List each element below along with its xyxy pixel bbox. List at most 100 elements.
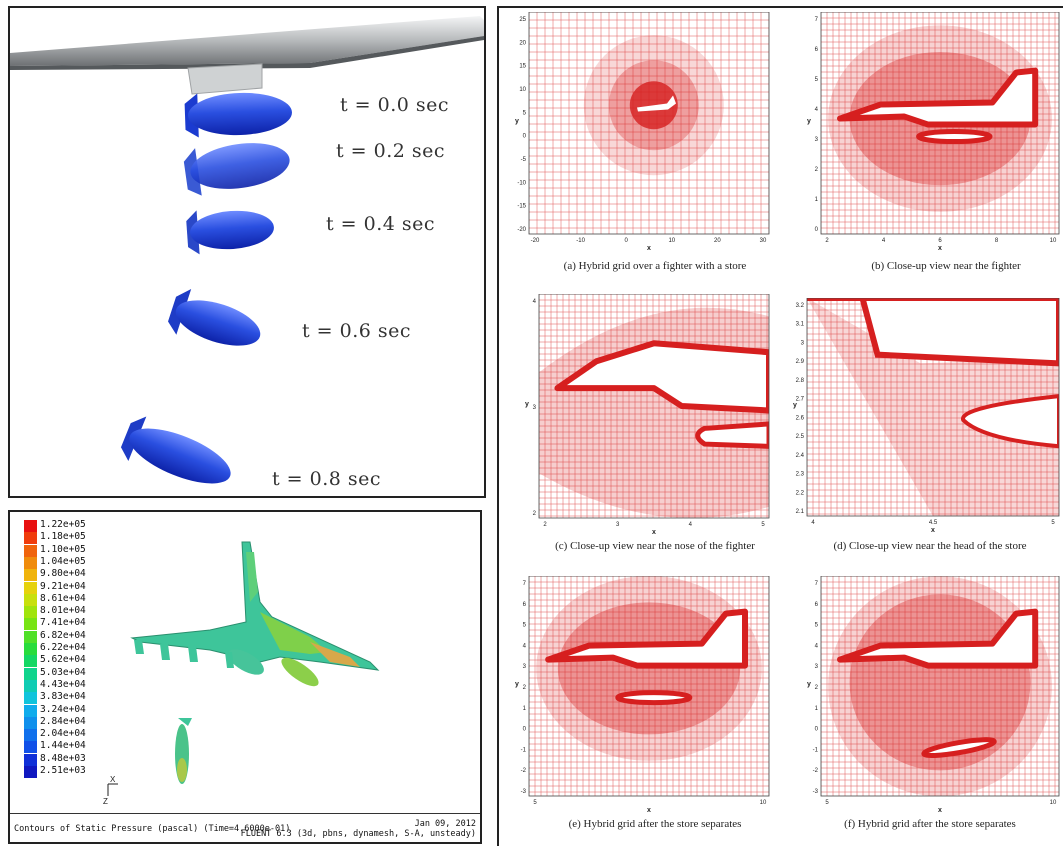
y-tick-label: -20 <box>517 227 526 233</box>
legend-swatch <box>24 532 37 545</box>
legend-value: 9.21e+04 <box>40 580 86 592</box>
legend-swatch <box>24 679 37 692</box>
y-tick-label: 2.1 <box>796 509 805 515</box>
y-tick-label: 3 <box>523 664 527 670</box>
x-tick-label: 4 <box>811 520 815 526</box>
y-tick-label: 4 <box>815 643 819 649</box>
legend-swatch <box>24 667 37 680</box>
y-tick-label: 2.2 <box>796 490 805 496</box>
y-tick-label: 3 <box>815 664 819 670</box>
x-tick-label: 5 <box>1051 520 1055 526</box>
grid-plot-a: 25 20 15 10 5 0 -5 -10 -15 -20 -20 -10 0 10 20 30 x y <box>515 12 770 252</box>
y-tick-label: 3 <box>533 405 537 411</box>
legend-swatch <box>24 643 37 655</box>
caption-d: (d) Close-up view near the head of the s… <box>833 540 1027 552</box>
legend-value: 4.43e+04 <box>40 678 86 690</box>
y-tick-label: -1 <box>813 747 819 753</box>
time-label-2: t = 0.4 sec <box>326 213 436 235</box>
legend-value: 8.61e+04 <box>40 592 86 604</box>
store-t02 <box>183 143 290 196</box>
legend-swatch <box>24 630 37 643</box>
y-tick-label: 7 <box>815 17 819 23</box>
legend-swatch <box>24 569 37 582</box>
y-tick-label: 2.3 <box>796 472 805 478</box>
y-tick-label: 4 <box>533 299 537 305</box>
axis-triad: X Z <box>103 775 118 806</box>
x-tick-label: 10 <box>668 238 675 244</box>
legend-value: 1.18e+05 <box>40 531 86 543</box>
y-tick-label: -2 <box>813 768 819 774</box>
contour-footer-solver: FLUENT 6.3 (3d, pbns, dynamesh, S-A, uns… <box>240 829 476 839</box>
y-tick-label: 2 <box>815 685 819 691</box>
caption-e: (e) Hybrid grid after the store separate… <box>568 818 742 830</box>
fighter-contour-illustration: X Z <box>103 541 380 806</box>
axis-z-label: Z <box>103 797 108 806</box>
y-tick-label: 7 <box>815 581 819 587</box>
y-tick-label: 6 <box>815 602 819 608</box>
x-tick-label: 10 <box>1050 800 1057 806</box>
store-separation-illustration <box>10 16 484 484</box>
y-tick-label: 5 <box>523 110 527 116</box>
x-tick-label: 2 <box>543 522 547 528</box>
legend-swatch <box>24 520 37 532</box>
time-label-0: t = 0.0 sec <box>340 94 450 116</box>
y-tick-label: 2.6 <box>796 415 805 421</box>
legend-swatch <box>24 704 37 717</box>
pressure-contour-panel: 1.22e+05 1.18e+05 1.10e+05 1.04e+05 9.80e+04… <box>8 510 482 844</box>
legend-value: 6.22e+04 <box>40 642 86 653</box>
y-tick-label: -3 <box>521 789 527 795</box>
legend-swatch <box>24 618 37 631</box>
y-tick-label: -1 <box>521 747 527 753</box>
y-tick-label: 10 <box>519 87 526 93</box>
grid-plot-c: 4 3 22 3 4 5 x y <box>525 294 770 536</box>
legend-value: 9.80e+04 <box>40 568 86 580</box>
y-tick-label: 1 <box>523 706 527 712</box>
x-tick-label: -10 <box>576 238 585 244</box>
y-tick-label: 6 <box>523 602 527 608</box>
legend-value: 5.03e+04 <box>40 666 86 678</box>
y-tick-label: 7 <box>523 581 527 587</box>
grid-plot-d: 3.2 3.1 3 2.9 2.8 2.7 2.6 2.5 2.4 2.3 2.2 2.1 4 4.5 5 x… <box>793 298 1060 534</box>
x-tick-label: -20 <box>531 238 540 244</box>
store-t0 <box>184 92 292 138</box>
x-axis-label: x <box>938 807 942 814</box>
legend-swatch <box>24 544 37 557</box>
legend-swatch <box>24 741 37 754</box>
y-tick-label: 2.9 <box>796 359 805 365</box>
x-axis-label: x <box>652 529 656 536</box>
x-axis-label: x <box>647 807 651 814</box>
fighter-aircraft <box>130 541 380 687</box>
y-tick-label: 0 <box>523 134 527 140</box>
y-tick-label: 0 <box>815 227 819 233</box>
contour-footer-date: Jan 09, 2012 <box>414 819 476 829</box>
time-label-3: t = 0.6 sec <box>302 320 412 342</box>
y-tick-label: 2.7 <box>796 397 805 403</box>
legend-swatch <box>24 753 37 766</box>
legend-value: 3.83e+04 <box>40 691 86 703</box>
y-tick-label: 2 <box>815 167 819 173</box>
grid-subplots-panel: 25 20 15 10 5 0 -5 -10 -15 -20 -20 -10 0 10 20 30 x y (a) … <box>497 6 1063 846</box>
caption-a: (a) Hybrid grid over a fighter with a st… <box>563 260 747 272</box>
y-axis-label: y <box>515 118 519 125</box>
released-store <box>175 718 192 784</box>
legend-swatch <box>24 593 37 606</box>
y-tick-label: 1 <box>815 197 819 203</box>
legend-value: 1.10e+05 <box>40 543 86 555</box>
x-tick-label: 20 <box>714 238 721 244</box>
y-axis-label: y <box>525 401 529 408</box>
legend-swatch <box>24 606 37 619</box>
x-tick-label: 5 <box>825 800 829 806</box>
x-tick-label: 6 <box>938 238 942 244</box>
x-tick-label: 8 <box>995 238 999 244</box>
y-tick-label: 25 <box>519 17 526 23</box>
x-tick-label: 30 <box>760 238 767 244</box>
x-tick-label: 4 <box>689 522 693 528</box>
y-tick-label: 2 <box>523 685 527 691</box>
time-label-1: t = 0.2 sec <box>336 140 446 162</box>
y-tick-label: -5 <box>521 157 527 163</box>
y-tick-label: 4 <box>815 107 819 113</box>
y-tick-label: -15 <box>517 204 526 210</box>
